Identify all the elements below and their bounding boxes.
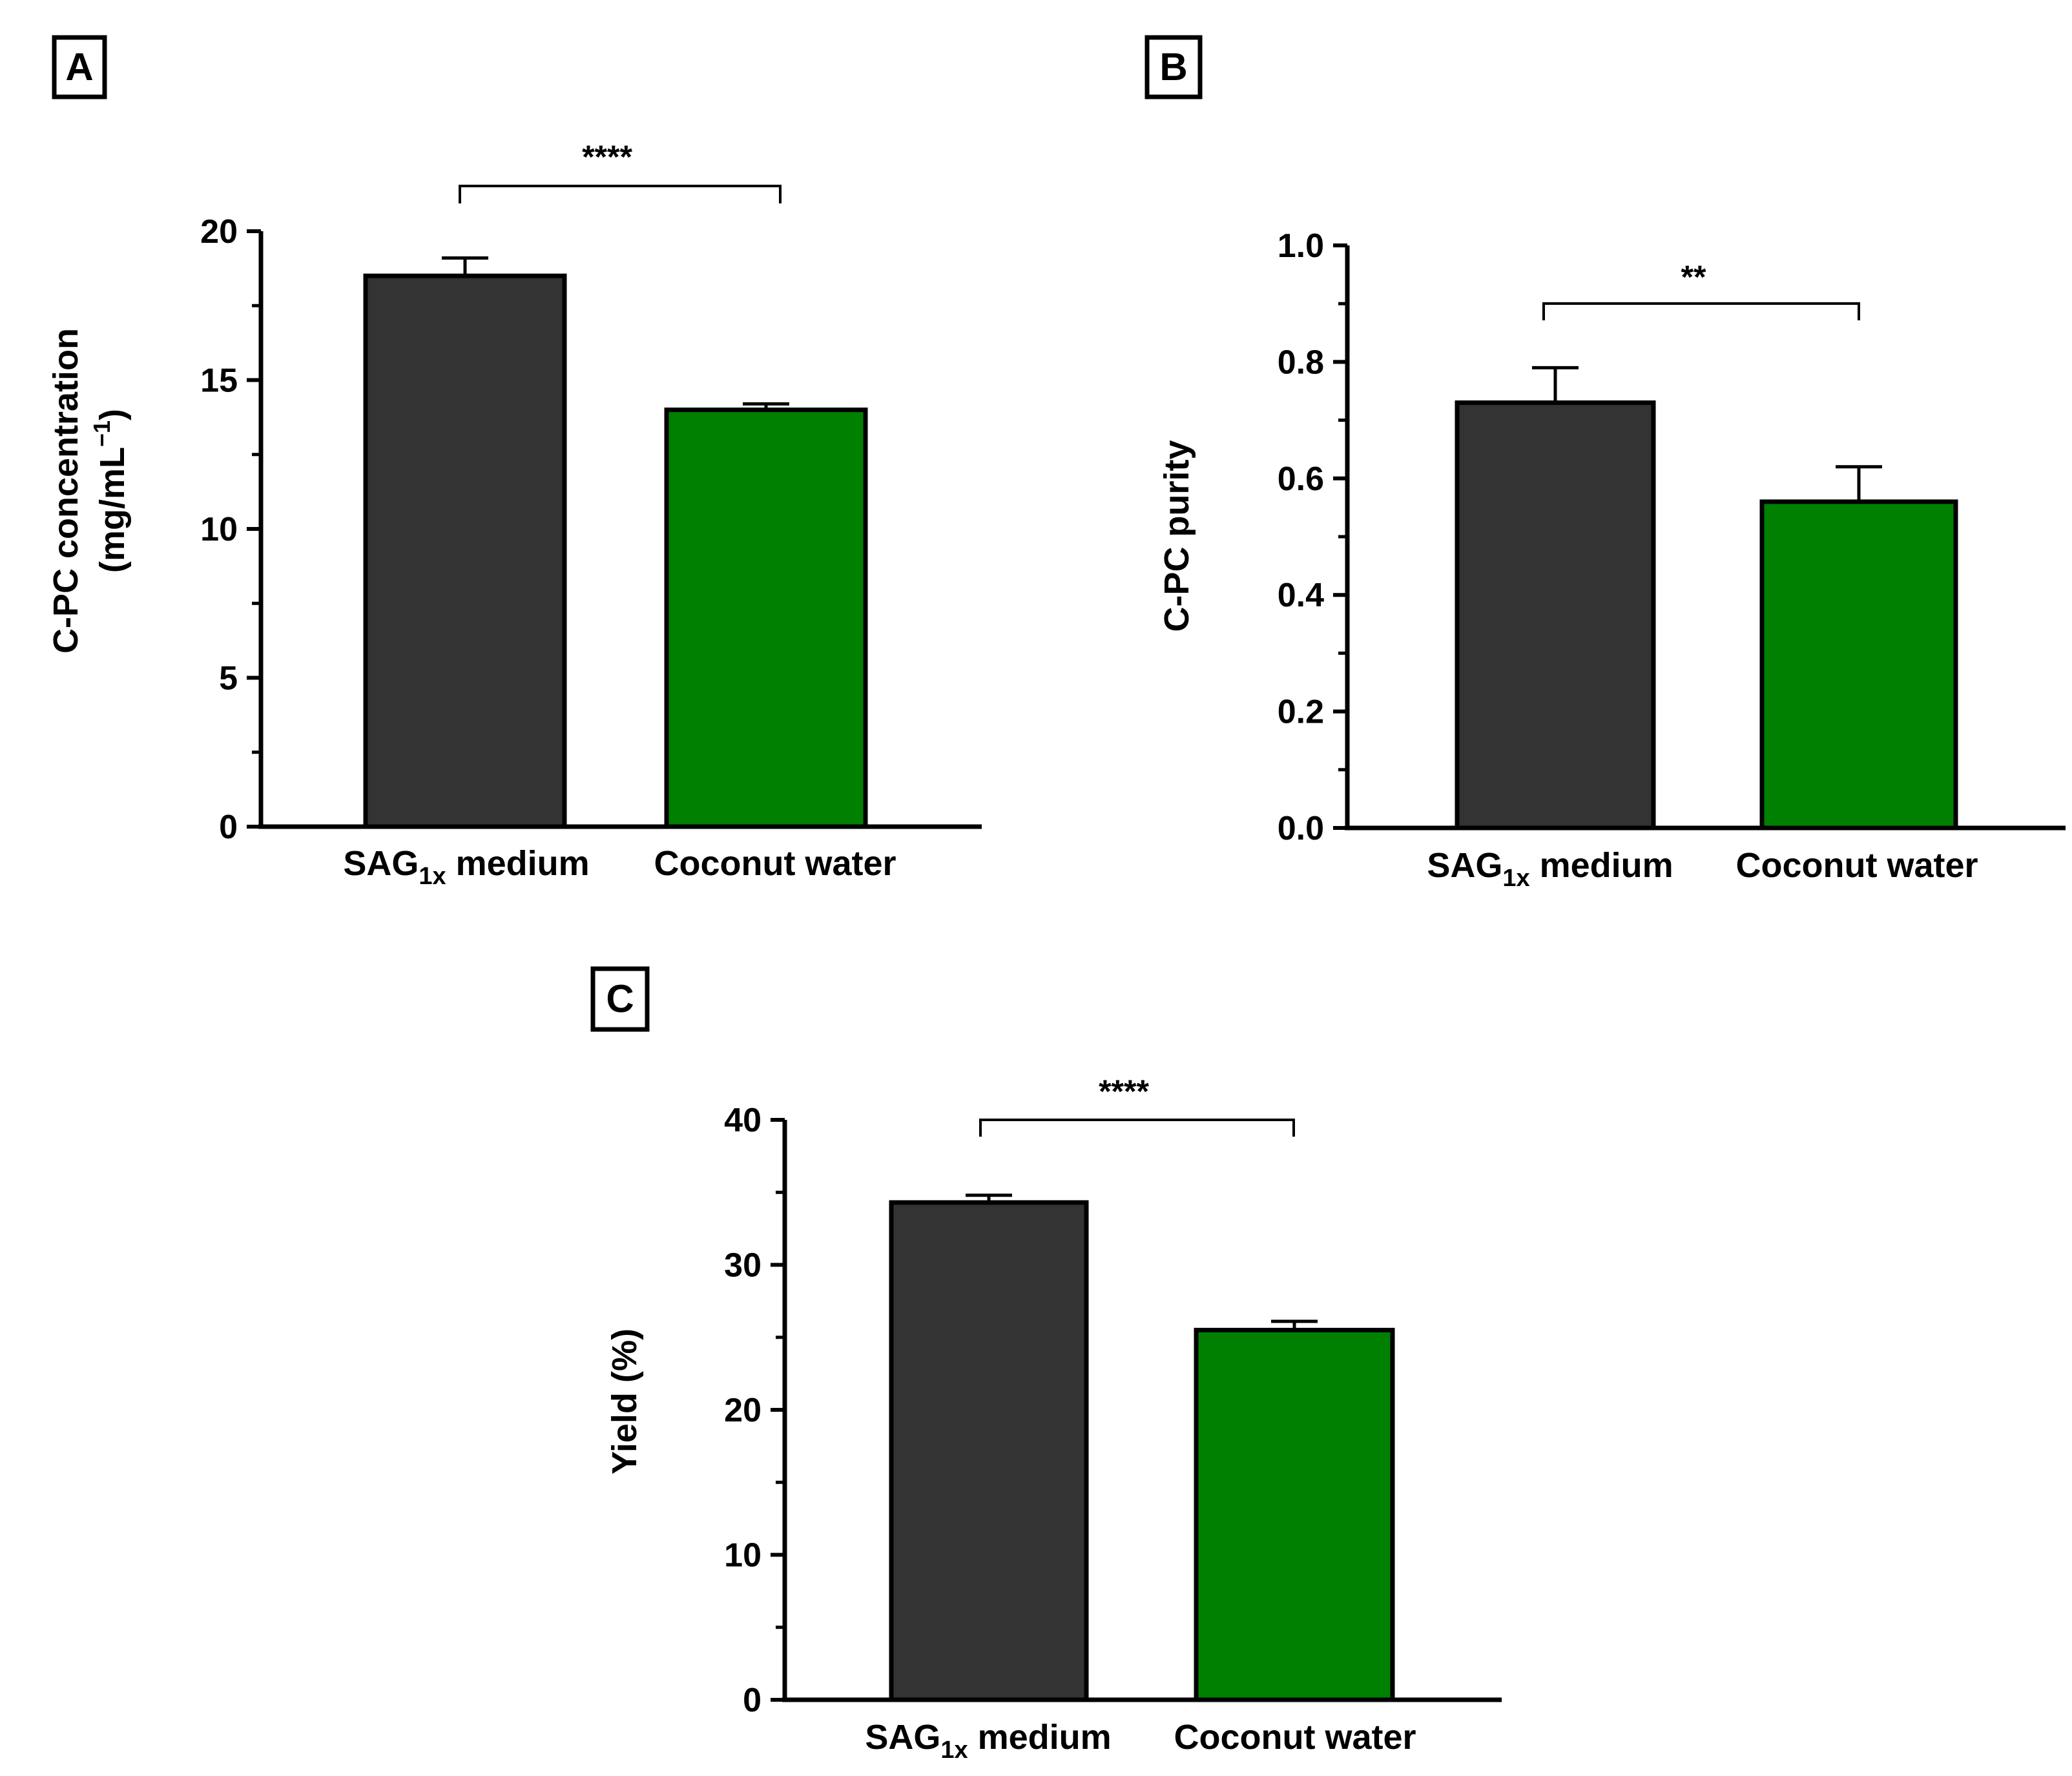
panel-c-sig-bracket	[979, 1119, 1295, 1137]
panel-a-xlabel-coconut: Coconut water	[654, 844, 896, 883]
panel-b-y-title: C-PC purity	[1157, 440, 1196, 632]
panel-a-xlabel-sag: SAG1x medium	[343, 844, 589, 890]
panel-a-sig-bracket	[459, 185, 782, 203]
panel-c-xlabel-coconut: Coconut water	[1174, 1718, 1416, 1757]
y-tick-label: 5	[219, 660, 238, 697]
y-tick-label: 0.4	[1278, 577, 1324, 614]
panel-b-y-ticks: 0.0 0.2 0.4 0.6 0.8 1.0	[1278, 227, 1347, 847]
panel-a-sig-label: ****	[582, 139, 632, 175]
panel-a: A C-PC concentration (mg/mL−1) 05101520 …	[47, 35, 982, 890]
panel-c-label-box	[590, 966, 650, 1032]
panel-a-y-title-line1: C-PC concentration	[47, 328, 85, 654]
panel-b-xlabel-coconut: Coconut water	[1735, 846, 1978, 885]
panel-a-error-sag	[442, 256, 488, 276]
panel-c-y-title: Yield (%)	[605, 1328, 644, 1474]
y-tick-label: 0.2	[1278, 694, 1324, 731]
panel-b-y-axis-title: C-PC purity	[1157, 440, 1196, 632]
panel-c-label: C	[606, 977, 634, 1020]
panel-b-bar-coconut	[1759, 499, 1958, 831]
y-tick-label: 30	[724, 1247, 761, 1285]
panel-a-y-axis-title: C-PC concentration (mg/mL−1)	[47, 328, 132, 654]
panel-c-y-ticks: 0 10 20 30 40	[724, 1102, 785, 1719]
y-tick-label: 20	[200, 213, 238, 251]
panel-a-bar-sag	[363, 273, 567, 829]
panel-a-label: A	[65, 45, 93, 88]
y-tick-label: 0.0	[1278, 810, 1324, 847]
y-tick-label: 10	[200, 511, 238, 548]
panel-b-error-coconut	[1836, 465, 1882, 502]
panel-b-bar-sag	[1455, 400, 1656, 831]
panel-a-label-box	[52, 35, 107, 99]
panel-b: B C-PC purity 0.0 0.2 0.4 0.6 0.8 1.0 ** SAG1…	[1145, 35, 2066, 892]
panel-b-label: B	[1159, 45, 1187, 88]
y-tick-label: 0.8	[1278, 344, 1324, 381]
panel-b-sig-bracket	[1542, 302, 1860, 320]
panel-c-bar-coconut	[1194, 1328, 1395, 1702]
panel-b-error-sag	[1532, 366, 1579, 403]
panel-c-sig-label: ****	[1099, 1073, 1149, 1110]
panel-b-xlabel-sag: SAG1x medium	[1427, 846, 1673, 892]
panel-c-error-coconut	[1271, 1319, 1318, 1330]
panel-a-error-coconut	[743, 402, 789, 410]
panel-b-label-box	[1145, 35, 1203, 99]
y-tick-label: 20	[724, 1392, 761, 1429]
y-tick-label: 0.6	[1278, 460, 1324, 498]
panel-c-bar-sag	[889, 1200, 1089, 1702]
panel-b-sig-label: **	[1681, 259, 1706, 295]
panel-c-y-axis-title: Yield (%)	[605, 1328, 644, 1474]
panel-c-xlabel-sag: SAG1x medium	[865, 1718, 1111, 1764]
y-tick-label: 15	[200, 362, 238, 400]
panel-a-bar-coconut	[664, 408, 868, 829]
panel-a-y-ticks: 0 5 10 15 20	[200, 213, 261, 846]
panel-a-y-title-line2: (mg/mL−1)	[88, 409, 132, 573]
y-tick-label: 0	[219, 809, 238, 846]
y-tick-label: 10	[724, 1537, 761, 1575]
y-tick-label: 1.0	[1278, 227, 1324, 265]
y-tick-label: 40	[724, 1102, 761, 1139]
y-tick-label: 0	[743, 1682, 761, 1719]
panel-c-error-sag	[966, 1193, 1012, 1203]
